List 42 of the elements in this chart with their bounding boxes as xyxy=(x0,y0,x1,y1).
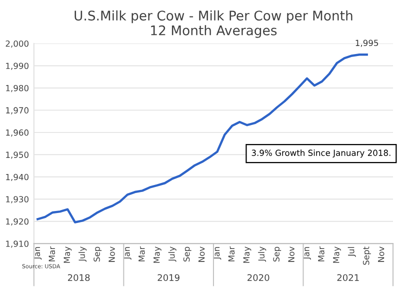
text: 2018 xyxy=(68,274,90,282)
x-tick-label: Sep xyxy=(273,246,282,262)
x-tick-label: Jan xyxy=(124,247,132,260)
x-tick-label: Nov xyxy=(378,246,384,262)
text: 2020 xyxy=(248,274,270,282)
x-tick-label: Jan xyxy=(34,247,42,260)
x-tick-label: Nov xyxy=(288,246,294,262)
x-tick-label: Mar xyxy=(228,246,235,262)
line-series xyxy=(36,54,368,224)
x-tick-label: Jan xyxy=(213,247,222,260)
y-tick-label: 2,000 xyxy=(6,40,28,48)
x-tick-label: Sept xyxy=(362,246,371,265)
x-tick-label: May xyxy=(154,246,162,263)
x-tick-label: May xyxy=(243,246,252,263)
x-tick-label: Sep xyxy=(183,246,192,262)
chart-title: U.S.Milk per Cow - Milk Per Cow per Month 12 Month Averages xyxy=(74,10,352,38)
x-tick-label: July xyxy=(258,246,266,262)
x-tick-label: July xyxy=(78,246,87,262)
x-tick-label: Jul xyxy=(348,247,356,257)
x-tick-label: Jan xyxy=(303,247,311,260)
y-tick-label: 1,980 xyxy=(6,84,28,92)
x-tick-label: May xyxy=(333,246,341,263)
y-tick-label: 1,960 xyxy=(6,129,28,137)
y-tick-label: 1,920 xyxy=(6,218,28,226)
x-tick-label: Mar xyxy=(138,246,145,262)
y-tick-label: 1,950 xyxy=(6,152,28,159)
data-label: 1,995 xyxy=(356,40,378,47)
y-tick-label: 1,940 xyxy=(6,174,28,182)
x-tick-label: May xyxy=(64,246,72,263)
y-tick-label: 1,970 xyxy=(6,107,28,114)
x-tick-label: Nov xyxy=(108,246,115,262)
text: 2021 xyxy=(337,274,359,282)
x-tick-label: Mar xyxy=(48,246,56,262)
x-tick-label: Mar xyxy=(318,246,324,262)
text: 2019 xyxy=(158,274,180,282)
y-tick-label: 1,910 xyxy=(6,240,28,248)
x-tick-label: July xyxy=(168,246,176,262)
x-tick-label: Sep xyxy=(94,246,102,262)
y-tick-label: 1,990 xyxy=(6,62,28,70)
annotation: 3.9% Growth Since January 2018. xyxy=(252,150,390,158)
y-tick-label: 1,930 xyxy=(6,196,28,204)
x-tick-label: Nov xyxy=(198,246,205,262)
